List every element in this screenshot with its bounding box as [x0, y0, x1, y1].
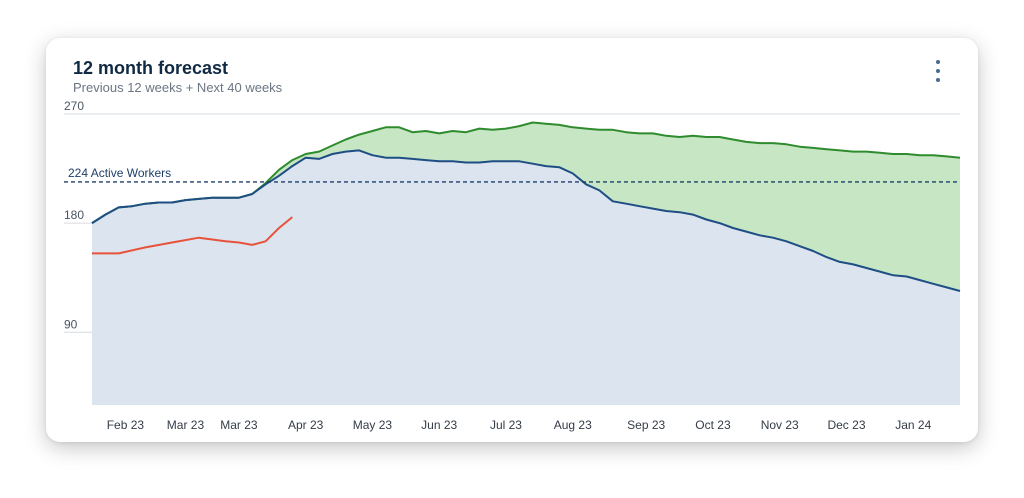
active-area	[92, 150, 960, 405]
x-tick-label: Mar 23	[220, 418, 258, 432]
more-vertical-icon[interactable]	[930, 60, 946, 82]
card-subtitle: Previous 12 weeks + Next 40 weeks	[73, 80, 283, 95]
x-tick-label: Jun 23	[421, 418, 457, 432]
y-tick-label: 180	[64, 208, 84, 222]
x-tick-label: Apr 23	[288, 418, 324, 432]
actual-line	[92, 216, 293, 255]
x-tick-label: Dec 23	[827, 418, 865, 432]
x-tick-label: May 23	[353, 418, 393, 432]
projected-area	[92, 122, 960, 291]
x-tick-label: Feb 23	[107, 418, 145, 432]
x-tick-label: Aug 23	[554, 418, 592, 432]
x-tick-label: Mar 23	[167, 418, 205, 432]
x-tick-label: Jan 24	[895, 418, 931, 432]
x-tick-label: Sep 23	[627, 418, 665, 432]
x-tick-label: Jul 23	[490, 418, 522, 432]
active-line	[91, 149, 961, 292]
reference-line-label: 224 Active Workers	[68, 166, 171, 180]
y-tick-label: 90	[64, 317, 78, 331]
y-tick-label: 270	[64, 99, 84, 113]
card-title: 12 month forecast	[73, 58, 229, 78]
x-tick-label: Oct 23	[695, 418, 731, 432]
x-tick-label: Nov 23	[761, 418, 799, 432]
